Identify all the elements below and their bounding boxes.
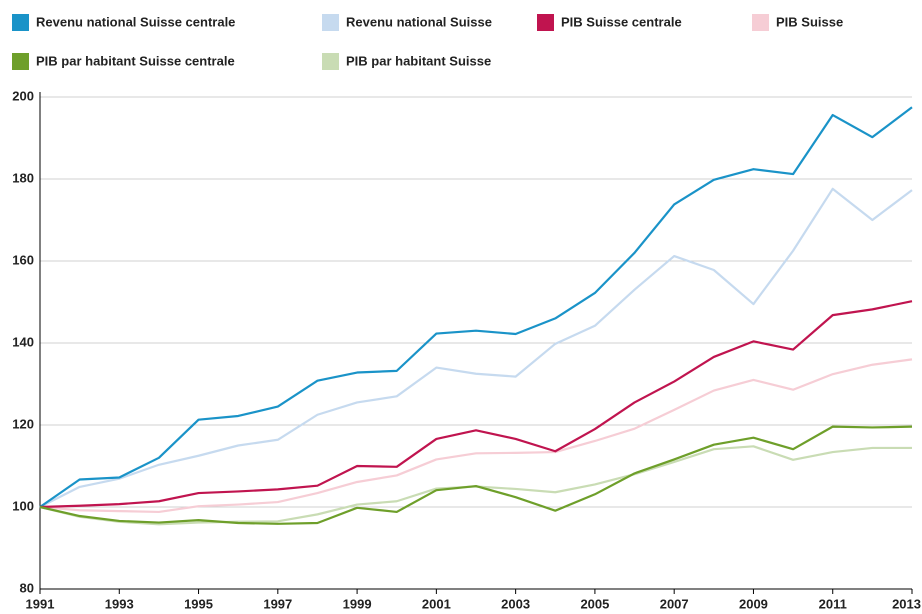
y-tick-label: 200 <box>12 88 34 103</box>
legend-label: Revenu national Suisse <box>346 14 492 29</box>
series-line <box>39 187 913 508</box>
x-tick-label: 1997 <box>263 596 292 611</box>
legend-swatch <box>752 14 769 31</box>
y-tick-label: 160 <box>12 252 34 267</box>
y-tick-label: 100 <box>12 498 34 513</box>
x-tick-label: 2007 <box>660 596 689 611</box>
legend-label: Revenu national Suisse centrale <box>36 14 235 29</box>
y-tick-label: 80 <box>20 580 34 595</box>
series-line <box>39 425 913 525</box>
x-tick-label: 1991 <box>26 596 55 611</box>
x-tick-label: 2001 <box>422 596 451 611</box>
legend-swatch <box>322 14 339 31</box>
legend-swatch <box>12 14 29 31</box>
legend-swatch <box>12 53 29 70</box>
y-tick-label: 140 <box>12 334 34 349</box>
legend-label: PIB par habitant Suisse centrale <box>36 53 235 68</box>
x-tick-label: 2009 <box>739 596 768 611</box>
x-tick-label: 2011 <box>819 596 847 611</box>
x-tick-label: 2003 <box>501 596 530 611</box>
x-tick-label: 1999 <box>343 596 372 611</box>
legend-swatch <box>537 14 554 31</box>
series-line <box>39 358 913 514</box>
x-tick-label: 1993 <box>105 596 134 611</box>
x-tick-label: 1995 <box>184 596 213 611</box>
series-line <box>39 106 913 508</box>
legend-label: PIB Suisse <box>776 14 843 29</box>
legend-label: PIB Suisse centrale <box>561 14 682 29</box>
legend-label: PIB par habitant Suisse <box>346 53 491 68</box>
series-line <box>39 300 913 509</box>
x-tick-label: 2013 <box>892 596 921 611</box>
y-tick-label: 120 <box>12 416 34 431</box>
legend-swatch <box>322 53 339 70</box>
x-tick-label: 2005 <box>580 596 609 611</box>
y-tick-label: 180 <box>12 170 34 185</box>
